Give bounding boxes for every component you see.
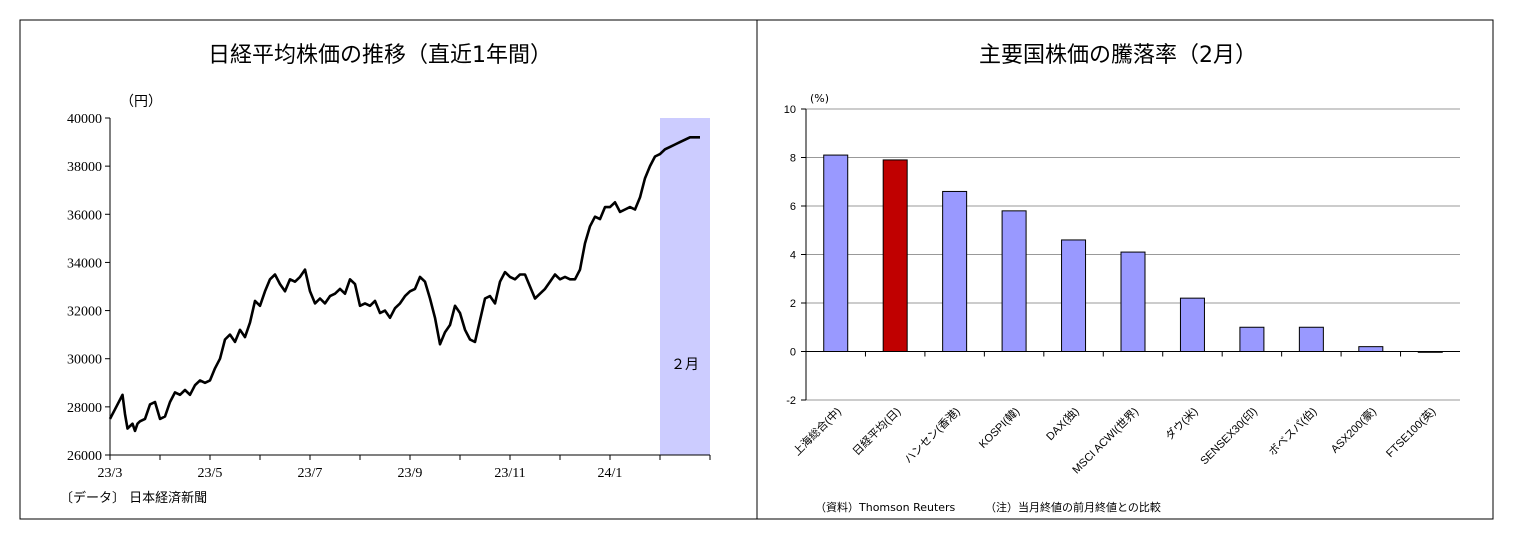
left-chart-frame — [19, 19, 758, 520]
right-bars — [823, 154, 1443, 353]
x-tick-label: 23/5 — [198, 466, 223, 481]
y-tick-label: 6 — [790, 201, 796, 213]
left-x-axis-ticks: 23/3 23/5 23/7 23/9 23/11 24/1 — [98, 455, 711, 481]
right-chart-source: （資料）Thomson Reuters — [815, 500, 956, 514]
bar — [1298, 326, 1324, 352]
highlight-rect — [660, 118, 710, 455]
bar — [1179, 297, 1205, 352]
right-chart-note: （注）当月終値の前月終値との比較 — [985, 500, 1161, 514]
x-tick-label: 24/1 — [598, 466, 623, 481]
bar — [1120, 251, 1146, 352]
bar — [942, 190, 968, 352]
bar — [1061, 239, 1087, 352]
bar — [823, 154, 849, 352]
left-chart-unit-label: （円） — [120, 94, 162, 110]
left-chart-title: 日経平均株価の推移（直近1年間） — [208, 43, 552, 68]
bar — [882, 159, 908, 352]
bar — [1239, 326, 1265, 352]
nikkei-price-line — [108, 136, 700, 433]
y-tick-label: 40000 — [67, 112, 102, 127]
y-tick-label: 8 — [790, 153, 796, 165]
y-tick-label: 28000 — [67, 401, 102, 416]
y-tick-label: 36000 — [67, 208, 102, 223]
x-tick-label: 23/9 — [398, 466, 423, 481]
left-chart: 日経平均株価の推移（直近1年間） （円） ２月 40000 38000 36000 3… — [60, 43, 711, 506]
bar — [1001, 210, 1027, 352]
february-highlight-band — [660, 118, 710, 455]
february-highlight-label: ２月 — [671, 357, 699, 373]
y-tick-label: -2 — [786, 395, 796, 407]
y-tick-label: 30000 — [67, 353, 102, 368]
x-tick-label: 23/11 — [494, 466, 525, 481]
x-tick-label: 23/3 — [98, 466, 123, 481]
right-chart-title: 主要国株価の騰落率（2月） — [979, 43, 1257, 68]
y-tick-label: 10 — [784, 104, 796, 116]
y-tick-label: 32000 — [67, 305, 102, 320]
y-tick-label: 4 — [790, 250, 796, 262]
right-chart-unit-label: (%) — [810, 92, 829, 105]
bar — [1358, 346, 1384, 352]
y-tick-label: 34000 — [67, 256, 102, 271]
y-tick-label: 2 — [790, 298, 796, 310]
left-chart-source: 〔データ〕 日本経済新聞 — [60, 490, 207, 506]
y-tick-label: 26000 — [67, 449, 102, 464]
y-tick-label: 38000 — [67, 160, 102, 175]
y-tick-label: 0 — [790, 347, 796, 359]
left-y-axis-ticks: 40000 38000 36000 34000 32000 30000 28000 26000 — [67, 112, 110, 464]
right-gridlines — [806, 108, 1460, 401]
x-tick-label: 23/7 — [298, 466, 323, 481]
right-y-axis-ticks: 10 8 6 4 2 0 -2 — [784, 104, 806, 407]
